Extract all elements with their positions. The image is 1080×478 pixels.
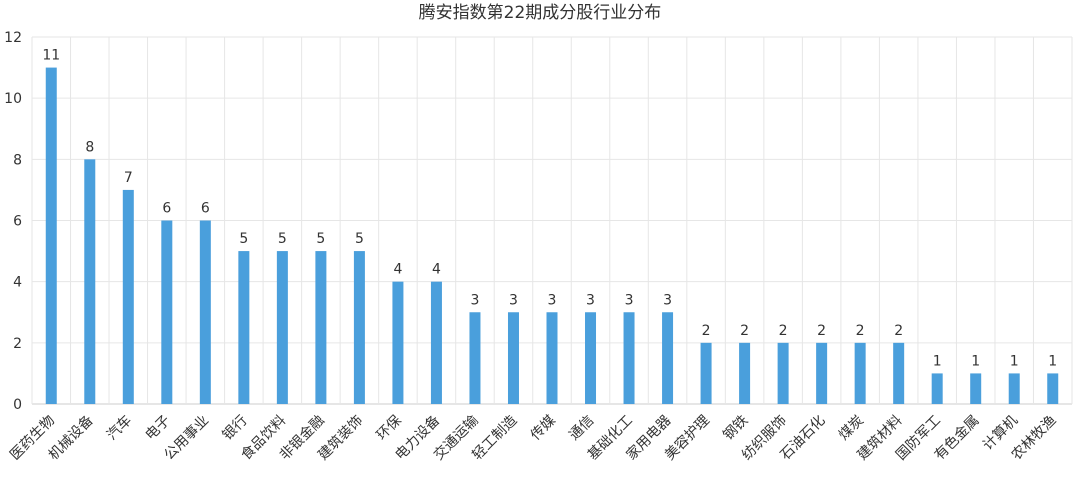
- data-label: 3: [663, 292, 672, 308]
- data-label: 3: [625, 292, 634, 308]
- data-label: 2: [702, 323, 711, 339]
- data-label: 2: [779, 323, 788, 339]
- data-label: 5: [355, 231, 364, 247]
- data-label: 2: [856, 323, 865, 339]
- bar: [45, 67, 57, 404]
- bar: [931, 373, 943, 404]
- data-label: 1: [971, 353, 980, 369]
- bar: [1047, 373, 1059, 404]
- bar: [392, 281, 404, 404]
- data-label: 3: [509, 292, 518, 308]
- x-tick-label: 电子: [143, 413, 174, 444]
- data-label: 5: [316, 231, 325, 247]
- x-tick-label: 银行: [220, 413, 251, 444]
- y-tick-label: 8: [13, 152, 22, 168]
- x-tick-label: 传媒: [528, 413, 559, 444]
- data-label: 1: [933, 353, 942, 369]
- bar: [122, 189, 134, 404]
- bar: [161, 220, 173, 404]
- bar: [777, 342, 789, 404]
- bar: [700, 342, 712, 404]
- data-label: 2: [740, 323, 749, 339]
- bar-layer: [45, 67, 1059, 404]
- x-tick-label: 通信: [566, 413, 597, 444]
- x-tick-label: 煤炭: [836, 413, 867, 444]
- bar: [469, 312, 481, 404]
- bar: [739, 342, 751, 404]
- x-tick-label: 钢铁: [720, 413, 751, 444]
- data-label: 6: [201, 201, 210, 217]
- bar: [84, 159, 96, 404]
- data-label: 4: [393, 262, 402, 278]
- data-label: 4: [432, 262, 441, 278]
- x-tick-label: 汽车: [103, 412, 135, 444]
- data-label: 3: [548, 292, 557, 308]
- y-tick-label: 2: [13, 336, 22, 352]
- data-label: 2: [894, 323, 903, 339]
- bar: [353, 251, 365, 404]
- y-axis: 0 2 4 6 8 10 12: [4, 30, 22, 413]
- bar: [623, 312, 635, 404]
- bar: [662, 312, 674, 404]
- chart-title: 腾安指数第22期成分股行业分布: [419, 3, 662, 23]
- y-tick-label: 0: [13, 397, 22, 413]
- bar: [970, 373, 982, 404]
- bar: [585, 312, 597, 404]
- data-label: 5: [239, 231, 248, 247]
- bar: [430, 281, 442, 404]
- bar: [276, 251, 288, 404]
- bar: [1008, 373, 1020, 404]
- bar: [854, 342, 866, 404]
- y-tick-label: 4: [13, 275, 22, 291]
- bar: [546, 312, 558, 404]
- data-label: 2: [817, 323, 826, 339]
- data-label: 3: [586, 292, 595, 308]
- data-label: 6: [162, 201, 171, 217]
- bar: [238, 251, 250, 404]
- bar: [315, 251, 327, 404]
- data-label: 3: [471, 292, 480, 308]
- bar: [816, 342, 828, 404]
- bar: [893, 342, 905, 404]
- data-label: 11: [42, 48, 60, 64]
- data-label: 5: [278, 231, 287, 247]
- data-label: 8: [85, 139, 94, 155]
- data-label: 7: [124, 170, 133, 186]
- data-label: 1: [1048, 353, 1057, 369]
- grid-layer: [31, 36, 1073, 405]
- bar: [199, 220, 211, 404]
- data-label: 1: [1010, 353, 1019, 369]
- y-tick-label: 6: [13, 214, 22, 230]
- bar: [507, 312, 519, 404]
- y-tick-label: 10: [4, 91, 22, 107]
- y-tick-label: 12: [4, 30, 22, 46]
- x-tick-label: 环保: [374, 413, 405, 444]
